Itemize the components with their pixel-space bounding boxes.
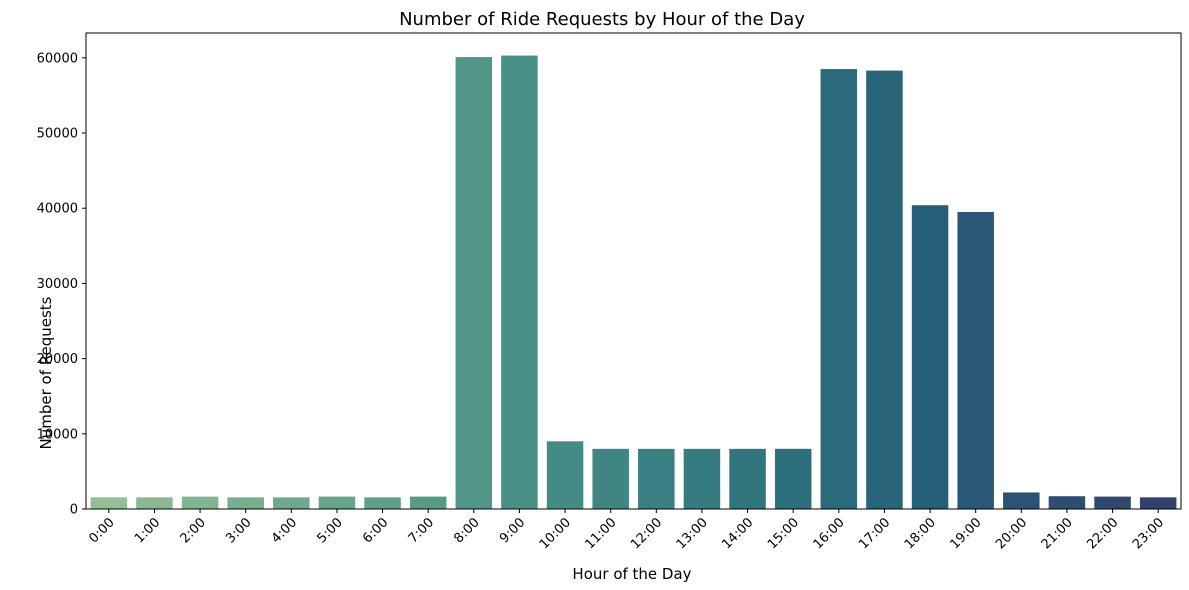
x-tick-label: 21:00 [1039, 515, 1076, 552]
bar-3-00 [227, 497, 264, 509]
x-tick-label: 19:00 [947, 515, 984, 552]
bar-9-00 [501, 55, 538, 510]
x-tick-label: 18:00 [902, 515, 939, 552]
bar-15-00 [774, 448, 812, 509]
x-axis-title: Hour of the Day [572, 565, 691, 583]
x-tick-label: 7:00 [406, 515, 437, 546]
y-axis-ticks: 0 10000 20000 30000 40000 50000 60000 [37, 51, 86, 518]
y-tick-label: 0 [70, 503, 78, 518]
x-tick-label: 2:00 [178, 515, 209, 546]
x-tick-label: 23:00 [1130, 515, 1167, 552]
x-tick-label: 14:00 [719, 515, 756, 552]
bar-23-00 [1139, 497, 1177, 509]
bar-14-00 [729, 448, 766, 509]
bar-1-00 [136, 497, 173, 509]
y-tick-label: 50000 [37, 127, 78, 142]
bars-group [90, 55, 1177, 510]
bar-18-00 [911, 205, 949, 509]
bar-2-00 [181, 496, 219, 509]
bar-16-00 [820, 69, 858, 509]
x-tick-label: 1:00 [132, 515, 163, 546]
x-axis-ticks: 0:00 1:00 2:00 3:00 4:00 5:00 6:00 7:00 8:00 9:00… [86, 509, 1167, 552]
bar-10-00 [546, 441, 584, 509]
plot-frame [85, 32, 1182, 510]
bar-21-00 [1048, 496, 1086, 509]
bar-13-00 [683, 448, 721, 509]
bar-8-00 [455, 57, 493, 509]
bar-5-00 [318, 496, 356, 509]
y-tick-label: 30000 [37, 277, 78, 292]
x-tick-label: 0:00 [86, 515, 117, 546]
y-tick-label: 60000 [37, 51, 78, 66]
x-tick-label: 11:00 [582, 515, 619, 552]
bar-20-00 [1003, 492, 1040, 509]
bar-12-00 [638, 448, 675, 509]
x-tick-label: 20:00 [993, 515, 1030, 552]
x-tick-label: 8:00 [451, 515, 482, 546]
x-tick-label: 5:00 [315, 515, 346, 546]
x-tick-label: 22:00 [1084, 515, 1121, 552]
bar-4-00 [273, 497, 310, 509]
y-tick-label: 20000 [37, 352, 78, 367]
bar-6-00 [364, 497, 401, 509]
x-tick-label: 17:00 [856, 515, 893, 552]
x-tick-label: 9:00 [497, 515, 528, 546]
y-tick-label: 10000 [37, 427, 78, 442]
x-tick-label: 13:00 [674, 515, 711, 552]
bar-19-00 [957, 211, 994, 510]
bar-0-00 [90, 497, 128, 509]
x-tick-label: 4:00 [269, 515, 300, 546]
x-tick-label: 12:00 [628, 515, 665, 552]
bar-22-00 [1094, 496, 1131, 509]
x-tick-label: 6:00 [360, 515, 391, 546]
x-tick-label: 10:00 [537, 515, 574, 552]
x-tick-label: 16:00 [811, 515, 848, 552]
x-tick-label: 15:00 [765, 515, 802, 552]
y-axis-title: Number of Requests [37, 296, 55, 449]
x-tick-label: 3:00 [223, 515, 254, 546]
bar-11-00 [592, 448, 629, 509]
bar-7-00 [409, 496, 447, 509]
bar-17-00 [866, 70, 903, 509]
chart-title: Number of Ride Requests by Hour of the D… [399, 9, 805, 30]
y-tick-label: 40000 [37, 202, 78, 217]
